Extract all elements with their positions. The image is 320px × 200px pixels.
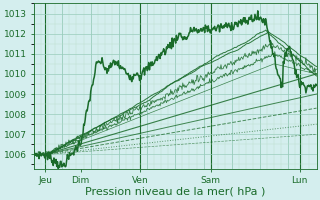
X-axis label: Pression niveau de la mer( hPa ): Pression niveau de la mer( hPa ) (85, 187, 266, 197)
